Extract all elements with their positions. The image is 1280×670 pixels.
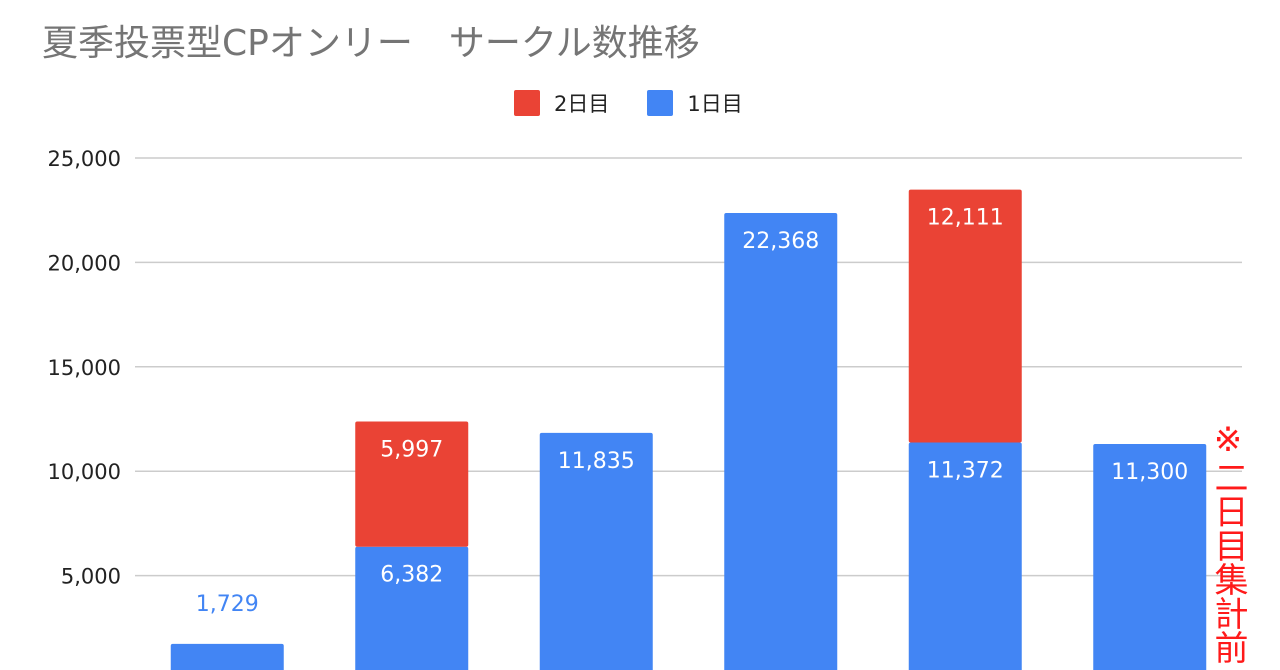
legend-swatch-day2 [514,90,540,116]
data-label-day1: 11,300 [1111,460,1188,485]
legend-swatch-day1 [647,90,674,116]
y-tick-label: 20,000 [48,251,121,275]
bar-day2 [908,189,1022,443]
chart-title: 夏季投票型CPオンリー サークル数推移 [42,23,700,64]
y-tick-label: 5,000 [61,565,121,589]
data-label-day1: 6,382 [380,563,443,588]
chart-legend: 2日目 1日目 [514,88,781,118]
legend-label-day1: 1日目 [687,92,743,116]
data-label-day2: 5,997 [380,438,443,463]
data-label-day2: 12,111 [927,206,1004,231]
bar-day2 [355,421,469,547]
data-label-day1: 1,729 [196,592,259,617]
legend-label-day2: 2日目 [554,92,610,116]
bar-day1 [539,432,653,670]
y-tick-label: 25,000 [48,147,121,171]
chart-annotation: ※二日目集計前 [1208,420,1248,664]
y-tick-label: 10,000 [48,460,121,484]
data-label-day1: 11,835 [558,449,635,474]
y-tick-label: 15,000 [48,356,121,380]
bar-day1 [1093,444,1207,670]
legend-item-day1: 1日目 [647,88,743,118]
data-label-day1: 22,368 [742,229,819,254]
legend-item-day2: 2日目 [514,88,609,118]
bar-day1 [355,546,469,670]
bar-day1 [170,643,284,670]
data-label-day1: 11,372 [927,459,1004,484]
bar-day1 [724,212,838,670]
bar-day1 [908,442,1022,670]
